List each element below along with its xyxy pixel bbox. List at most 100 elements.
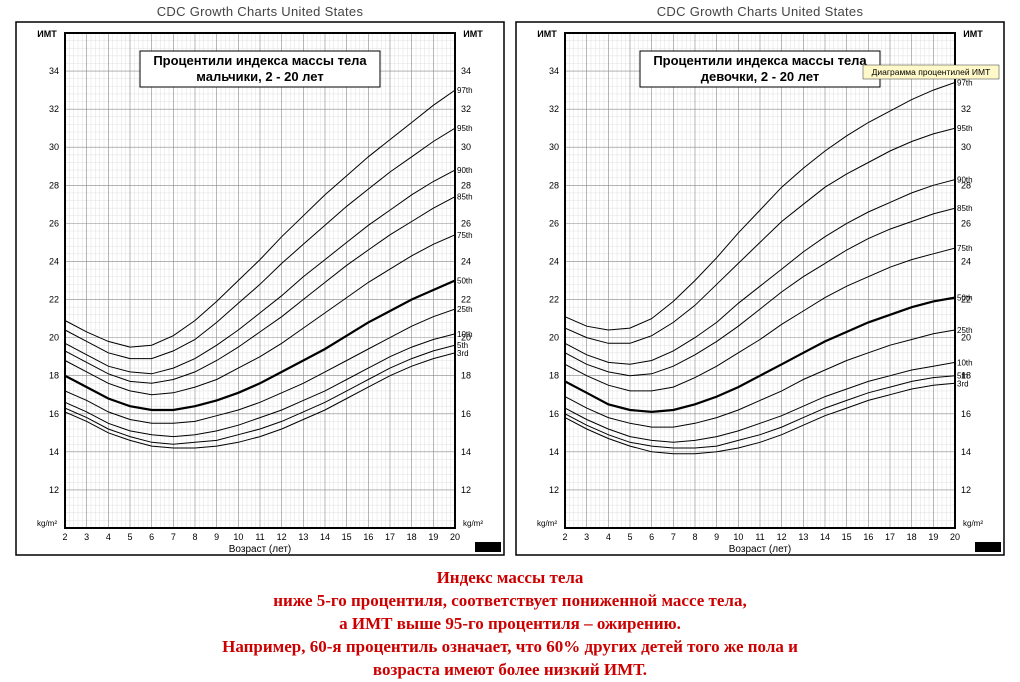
- svg-text:50th: 50th: [957, 294, 973, 303]
- charts-row: CDC Growth Charts United States 23456789…: [0, 0, 1020, 561]
- svg-text:5th: 5th: [957, 372, 968, 381]
- svg-text:ИМТ: ИМТ: [37, 29, 57, 39]
- svg-text:26: 26: [49, 218, 59, 228]
- svg-text:34: 34: [461, 66, 471, 76]
- svg-text:85th: 85th: [457, 193, 473, 202]
- svg-text:16: 16: [461, 409, 471, 419]
- svg-text:97th: 97th: [957, 79, 973, 88]
- svg-text:девочки, 2 - 20 лет: девочки, 2 - 20 лет: [701, 69, 820, 84]
- svg-text:6: 6: [649, 532, 654, 542]
- svg-text:12: 12: [461, 485, 471, 495]
- svg-text:3: 3: [584, 532, 589, 542]
- svg-text:30: 30: [961, 142, 971, 152]
- svg-text:ИМТ: ИМТ: [963, 29, 983, 39]
- svg-text:18: 18: [461, 371, 471, 381]
- svg-text:20: 20: [950, 532, 960, 542]
- svg-text:14: 14: [320, 532, 330, 542]
- svg-text:50th: 50th: [457, 277, 473, 286]
- svg-text:24: 24: [49, 256, 59, 266]
- svg-text:12: 12: [277, 532, 287, 542]
- svg-text:30: 30: [49, 142, 59, 152]
- svg-text:17: 17: [885, 532, 895, 542]
- svg-text:85th: 85th: [957, 204, 973, 213]
- svg-text:97th: 97th: [457, 86, 473, 95]
- svg-text:kg/m²: kg/m²: [537, 519, 557, 528]
- svg-text:22: 22: [549, 295, 559, 305]
- svg-text:5: 5: [627, 532, 632, 542]
- svg-text:kg/m²: kg/m²: [463, 519, 483, 528]
- caption-block: Индекс массы тела ниже 5-го процентиля, …: [0, 567, 1020, 682]
- svg-text:Процентили индекса массы тела: Процентили индекса массы тела: [653, 53, 867, 68]
- svg-text:20: 20: [450, 532, 460, 542]
- svg-text:12: 12: [549, 485, 559, 495]
- svg-text:17: 17: [385, 532, 395, 542]
- svg-text:24: 24: [961, 256, 971, 266]
- svg-text:13: 13: [298, 532, 308, 542]
- svg-text:4: 4: [106, 532, 111, 542]
- svg-text:26: 26: [961, 218, 971, 228]
- svg-text:15: 15: [842, 532, 852, 542]
- svg-text:6: 6: [149, 532, 154, 542]
- svg-text:90th: 90th: [957, 176, 973, 185]
- svg-text:14: 14: [820, 532, 830, 542]
- girls-chart-panel: CDC Growth Charts United States 23456789…: [515, 2, 1005, 561]
- svg-text:14: 14: [49, 447, 59, 457]
- svg-text:28: 28: [49, 180, 59, 190]
- svg-text:ИМТ: ИМТ: [537, 29, 557, 39]
- svg-text:95th: 95th: [457, 124, 473, 133]
- svg-text:28: 28: [549, 180, 559, 190]
- svg-text:7: 7: [171, 532, 176, 542]
- svg-text:14: 14: [549, 447, 559, 457]
- svg-text:kg/m²: kg/m²: [963, 519, 983, 528]
- svg-text:22: 22: [49, 295, 59, 305]
- svg-text:16: 16: [549, 409, 559, 419]
- svg-text:Возраст (лет): Возраст (лет): [729, 544, 792, 555]
- svg-text:26: 26: [549, 218, 559, 228]
- page-root: CDC Growth Charts United States 23456789…: [0, 0, 1020, 680]
- svg-text:11: 11: [755, 532, 764, 542]
- svg-text:9: 9: [714, 532, 719, 542]
- svg-text:13: 13: [798, 532, 808, 542]
- svg-text:5: 5: [127, 532, 132, 542]
- svg-text:30: 30: [461, 142, 471, 152]
- svg-text:8: 8: [692, 532, 697, 542]
- svg-text:25th: 25th: [457, 305, 473, 314]
- svg-text:26: 26: [461, 218, 471, 228]
- svg-text:10th: 10th: [457, 330, 473, 339]
- svg-text:18: 18: [49, 371, 59, 381]
- svg-text:2: 2: [62, 532, 67, 542]
- svg-text:Процентили индекса массы тела: Процентили индекса массы тела: [153, 53, 367, 68]
- svg-text:18: 18: [407, 532, 417, 542]
- svg-text:32: 32: [549, 104, 559, 114]
- boys-chart-panel: CDC Growth Charts United States 23456789…: [15, 2, 505, 561]
- svg-text:16: 16: [961, 409, 971, 419]
- svg-text:24: 24: [549, 256, 559, 266]
- svg-text:2: 2: [562, 532, 567, 542]
- svg-text:3: 3: [84, 532, 89, 542]
- svg-text:95th: 95th: [957, 124, 973, 133]
- svg-text:12: 12: [49, 485, 59, 495]
- svg-text:16: 16: [49, 409, 59, 419]
- girls-source-label: CDC Growth Charts United States: [515, 4, 1005, 19]
- svg-text:28: 28: [461, 180, 471, 190]
- svg-text:75th: 75th: [457, 231, 473, 240]
- svg-text:10: 10: [233, 532, 243, 542]
- svg-text:Диаграмма процентилей ИМТ: Диаграмма процентилей ИМТ: [872, 67, 991, 77]
- svg-text:15: 15: [342, 532, 352, 542]
- svg-text:25th: 25th: [957, 326, 973, 335]
- svg-text:16: 16: [363, 532, 373, 542]
- svg-text:16: 16: [863, 532, 873, 542]
- svg-text:75th: 75th: [957, 244, 973, 253]
- svg-text:12: 12: [961, 485, 971, 495]
- svg-text:ИМТ: ИМТ: [463, 29, 483, 39]
- svg-text:19: 19: [928, 532, 938, 542]
- svg-text:20: 20: [549, 333, 559, 343]
- svg-text:12: 12: [777, 532, 787, 542]
- svg-text:32: 32: [49, 104, 59, 114]
- svg-text:90th: 90th: [457, 166, 473, 175]
- svg-text:9: 9: [214, 532, 219, 542]
- svg-text:kg/m²: kg/m²: [37, 519, 57, 528]
- caption-line: ниже 5-го процентиля, соответствует пони…: [0, 590, 1020, 613]
- svg-text:14: 14: [461, 447, 471, 457]
- svg-text:7: 7: [671, 532, 676, 542]
